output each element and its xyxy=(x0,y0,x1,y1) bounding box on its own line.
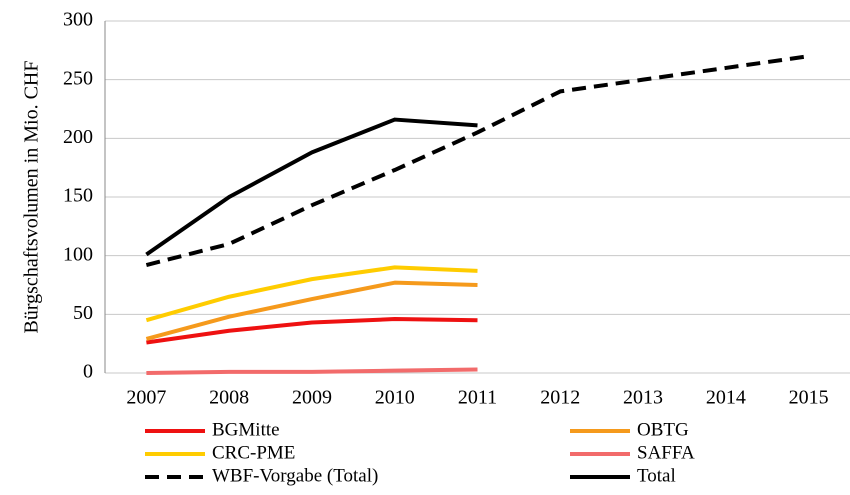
y-tick-label: 250 xyxy=(63,67,93,89)
x-tick-label: 2009 xyxy=(292,387,332,409)
x-tick-label: 2014 xyxy=(706,387,746,409)
series-line xyxy=(145,117,478,257)
legend-label: OBTG xyxy=(637,419,689,440)
x-tick-label: 2015 xyxy=(789,387,829,409)
y-tick-label: 200 xyxy=(63,126,93,148)
x-tick-label: 2013 xyxy=(623,387,663,409)
legend-label: BGMitte xyxy=(212,419,280,440)
y-tick-label: 0 xyxy=(83,361,93,383)
x-tick-label: 2007 xyxy=(126,387,166,409)
y-axis-label: Bürgschaftsvolumen in Mio. CHF xyxy=(21,61,43,334)
y-tick-label: 100 xyxy=(63,243,93,265)
x-tick-label: 2011 xyxy=(458,387,497,409)
legend-label: SAFFA xyxy=(637,442,695,463)
x-tick-label: 2008 xyxy=(209,387,249,409)
y-tick-label: 300 xyxy=(63,9,93,31)
legend-label: CRC-PME xyxy=(212,442,295,463)
series-line xyxy=(145,265,478,323)
x-tick-label: 2010 xyxy=(375,387,415,409)
legend-label: Total xyxy=(637,465,676,486)
series-line xyxy=(145,54,809,267)
series-line xyxy=(146,367,478,375)
legend-label: WBF-Vorgabe (Total) xyxy=(212,465,378,486)
y-tick-label: 50 xyxy=(73,302,93,324)
series-line xyxy=(145,280,478,341)
y-tick-label: 150 xyxy=(63,185,93,207)
x-tick-label: 2012 xyxy=(540,387,580,409)
series-line xyxy=(146,317,478,345)
